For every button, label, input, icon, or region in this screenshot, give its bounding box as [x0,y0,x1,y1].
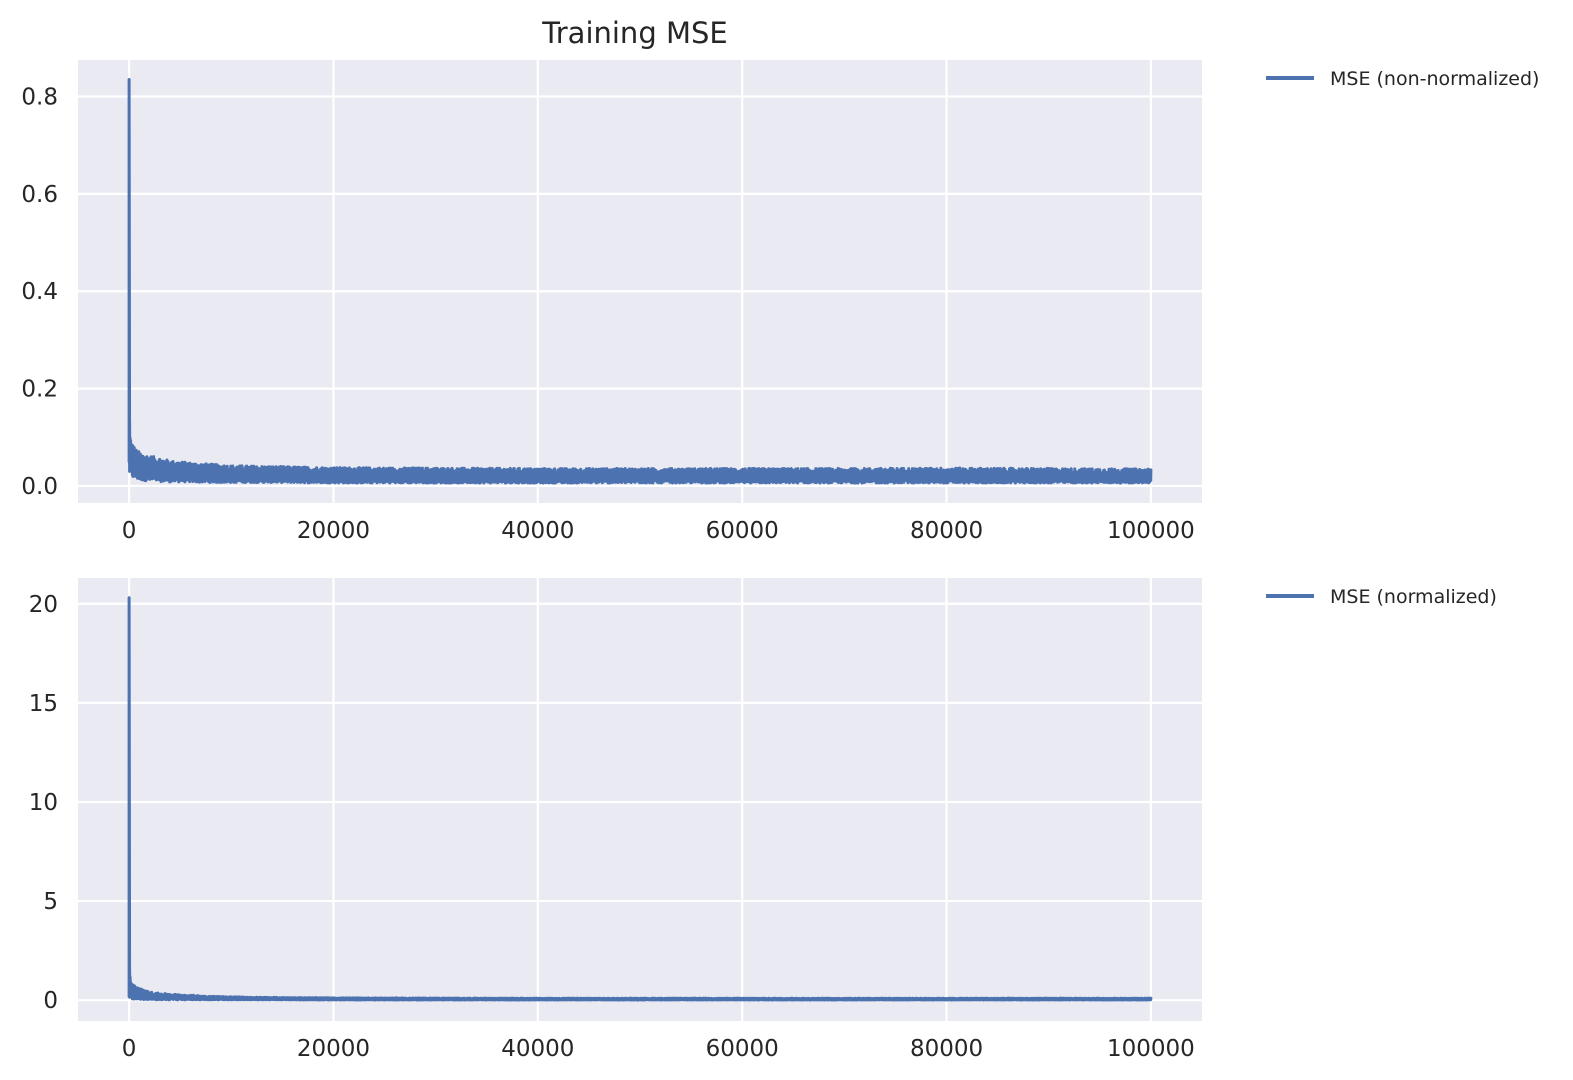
bottom-plot-area [78,578,1202,1021]
top-x-tick-labels: 0 20000 40000 60000 80000 100000 [122,518,1195,544]
top-plot-panel: 0.0 0.2 0.4 0.6 0.8 0 20000 40000 60000 80000 100… [21,60,1539,544]
top-y-tick-labels: 0.0 0.2 0.4 0.6 0.8 [21,85,58,500]
bottom-plot-panel: 0 5 10 15 20 0 20000 40000 60000 80000 100000 MSE… [29,578,1497,1062]
top-legend: MSE (non-normalized) [1266,68,1539,90]
bottom-y-tick-label: 15 [29,691,58,717]
bottom-x-tick-label: 20000 [297,1036,370,1062]
top-series-line [127,78,1153,485]
top-grid [78,60,1202,503]
bottom-y-tick-label: 20 [29,592,58,618]
bottom-y-tick-label: 10 [29,790,58,816]
bottom-y-tick-label: 0 [43,988,58,1014]
top-y-tick-label: 0.8 [21,85,58,111]
bottom-series-line [127,596,1153,1002]
top-legend-label: MSE (non-normalized) [1330,68,1539,90]
top-y-tick-label: 0.2 [21,377,58,403]
bottom-legend: MSE (normalized) [1266,586,1497,608]
top-series-group [127,78,1153,485]
bottom-x-tick-label: 0 [122,1036,137,1062]
bottom-x-tick-label: 100000 [1107,1036,1195,1062]
top-y-tick-label: 0.4 [21,279,58,305]
top-y-tick-label: 0.0 [21,474,58,500]
top-x-tick-label: 40000 [501,518,574,544]
bottom-y-tick-label: 5 [43,889,58,915]
top-x-tick-label: 80000 [910,518,983,544]
top-x-tick-label: 60000 [706,518,779,544]
top-plot-area [78,60,1202,503]
top-x-tick-label: 20000 [297,518,370,544]
bottom-series-group [127,596,1153,1002]
top-x-tick-label: 100000 [1107,518,1195,544]
bottom-x-tick-label: 80000 [910,1036,983,1062]
bottom-x-tick-label: 40000 [501,1036,574,1062]
chart-title: Training MSE [541,16,727,50]
bottom-x-tick-labels: 0 20000 40000 60000 80000 100000 [122,1036,1195,1062]
top-x-tick-label: 0 [122,518,137,544]
bottom-x-tick-label: 60000 [706,1036,779,1062]
bottom-y-tick-labels: 0 5 10 15 20 [29,592,58,1014]
bottom-legend-label: MSE (normalized) [1330,586,1497,608]
top-y-tick-label: 0.6 [21,182,58,208]
